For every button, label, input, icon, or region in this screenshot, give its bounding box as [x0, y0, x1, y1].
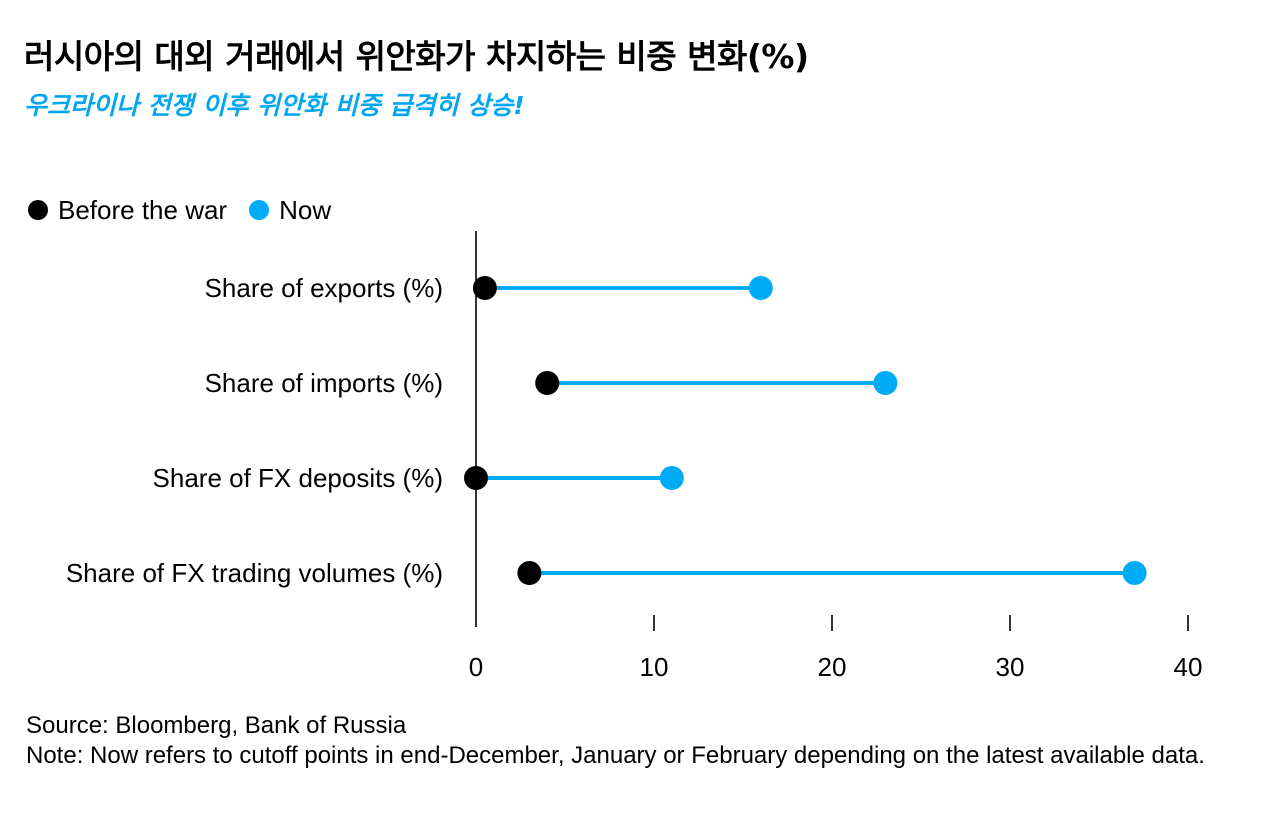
legend-dot-before	[28, 200, 48, 220]
x-tick-label-0: 0	[469, 652, 483, 682]
before-dot-3	[517, 561, 542, 585]
category-label-3: Share of FX trading volumes (%)	[66, 558, 443, 588]
x-tick-label-3: 30	[996, 652, 1025, 682]
chart-subtitle: 우크라이나 전쟁 이후 위안화 비중 급격히 상승!	[24, 91, 525, 120]
explanatory-note: Note: Now refers to cutoff points in end…	[26, 742, 1205, 769]
now-dot-2	[659, 466, 684, 490]
chart-title: 러시아의 대외 거래에서 위안화가 차지하는 비중 변화(%)	[24, 37, 809, 76]
x-tick-label-4: 40	[1174, 652, 1203, 682]
before-dot-1	[535, 371, 560, 395]
now-dot-0	[748, 276, 773, 300]
category-label-1: Share of imports (%)	[205, 368, 443, 398]
legend-label-now: Now	[279, 194, 332, 225]
legend-item-before: Before the war	[28, 195, 227, 226]
legend-label-before: Before the war	[58, 194, 228, 225]
legend: Before the war Now	[28, 192, 353, 228]
source-note: Source: Bloomberg, Bank of Russia	[26, 712, 407, 739]
x-tick-label-2: 20	[818, 652, 847, 682]
before-dot-0	[472, 276, 497, 300]
category-label-0: Share of exports (%)	[205, 273, 443, 303]
before-dot-2	[464, 466, 488, 490]
legend-item-now: Now	[249, 195, 331, 226]
footnotes: Source: Bloomberg, Bank of Russia Note: …	[26, 711, 1226, 771]
category-label-2: Share of FX deposits (%)	[153, 463, 443, 493]
legend-dot-now	[249, 200, 270, 220]
now-dot-1	[873, 371, 898, 395]
now-dot-3	[1122, 561, 1147, 585]
x-tick-label-1: 10	[640, 652, 669, 682]
dumbbell-chart: 0 10 20 30 40 Share of exports (%) Share of im…	[66, 231, 1203, 682]
